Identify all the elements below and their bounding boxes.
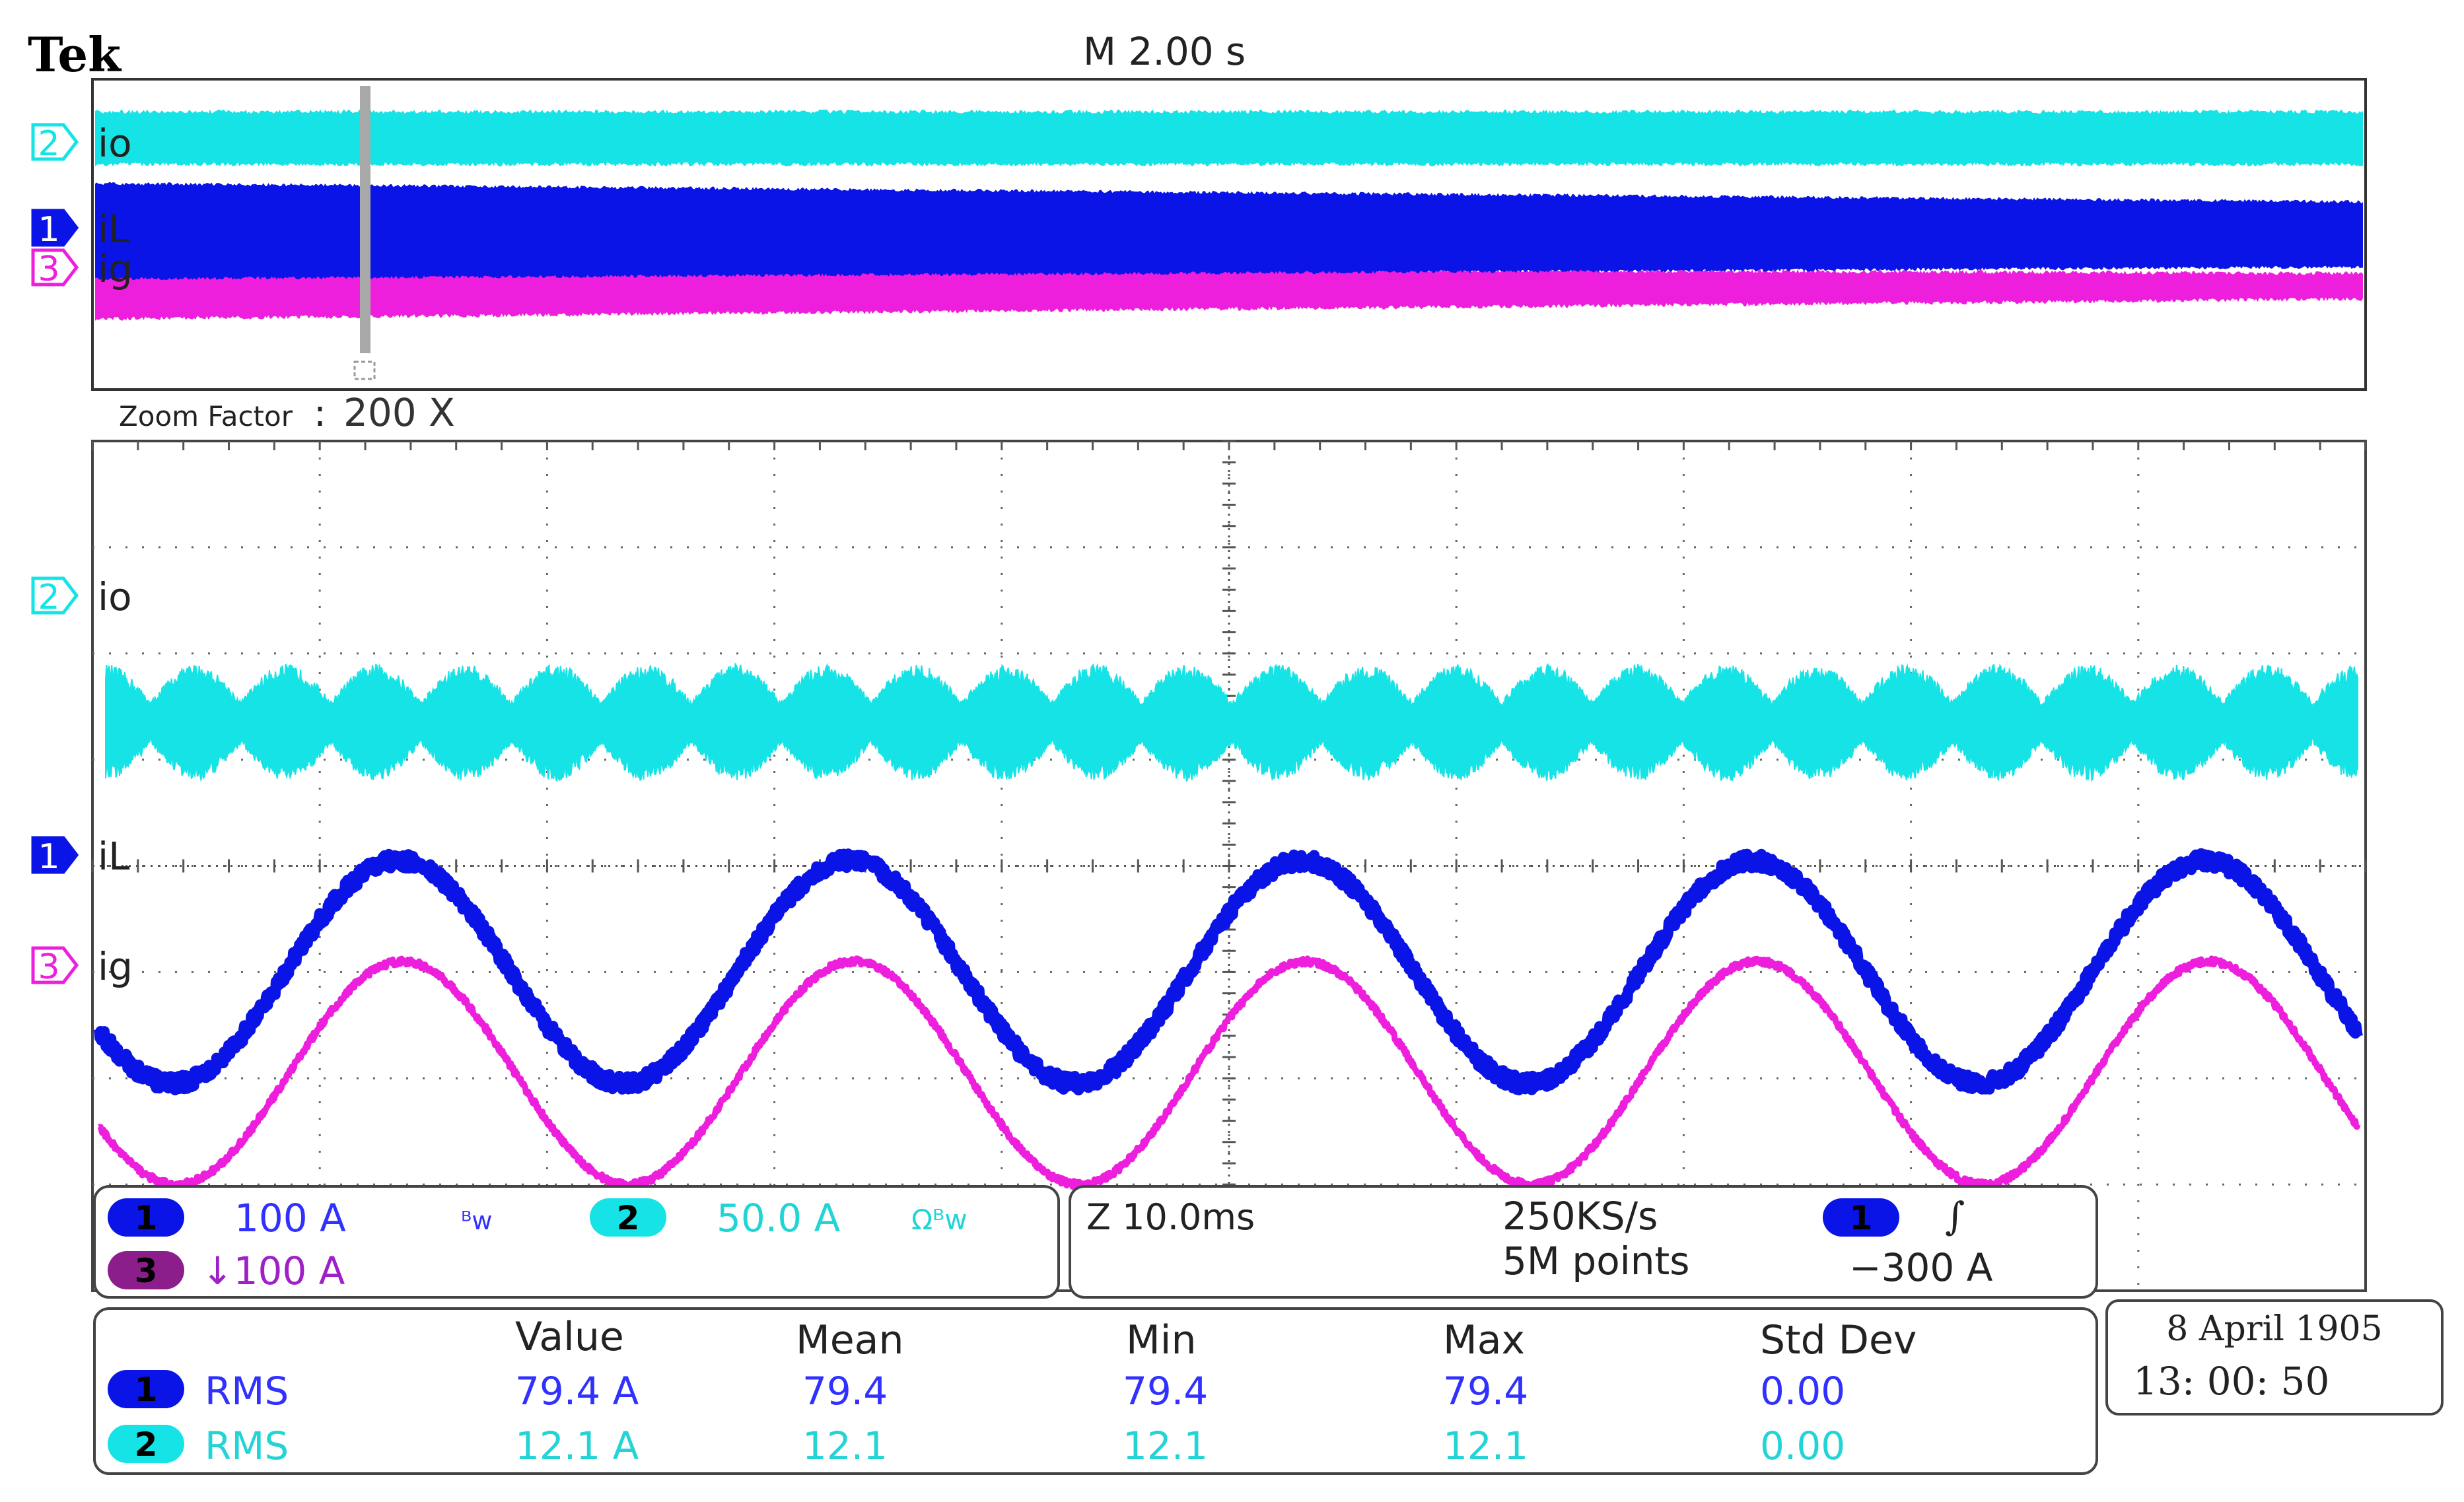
- overview-trace-iL: [95, 182, 2363, 281]
- overview-trace-ig: [95, 263, 2363, 321]
- meas-header-value: Value: [515, 1314, 624, 1360]
- ch1-bandwidth: ᴮw: [461, 1206, 493, 1235]
- overview-trace-io: [95, 110, 2363, 166]
- zoom-marker-io-arrow: [31, 576, 79, 615]
- meas-row1-max: 79.4: [1443, 1369, 1528, 1414]
- measurement-table: Value Mean Min Max Std Dev 1 RMS 79.4 A …: [108, 1314, 1917, 1468]
- zoom-marker-iL[interactable]: 1 iL: [31, 834, 129, 879]
- meas-header-max: Max: [1443, 1317, 1525, 1363]
- meas-row1-mean: 79.4: [802, 1369, 888, 1414]
- overview-marker-io-num: 2: [38, 124, 59, 164]
- date-label: 8 April 1905: [2166, 1309, 2382, 1349]
- zoom-marker-iL-num: 1: [38, 837, 59, 877]
- meas-row2-mean: 12.1: [802, 1423, 888, 1468]
- zoom-traces: [94, 662, 2363, 1191]
- trigger-slope-icon: ∫: [1945, 1194, 1965, 1239]
- meas-row2-badge-num: 2: [135, 1425, 158, 1464]
- ch1-badge-num: 1: [135, 1199, 158, 1237]
- measurement-panel: [93, 1307, 2098, 1475]
- ch2-badge[interactable]: [590, 1198, 666, 1237]
- overview-channel-markers: 2 io 1 iL 3 ig: [31, 121, 133, 291]
- overview-marker-io-arrow: [31, 123, 79, 161]
- meas-row1-min: 79.4: [1123, 1369, 1208, 1414]
- channel-settings-panel: [93, 1185, 1060, 1299]
- meas-header-min: Min: [1126, 1317, 1196, 1363]
- meas-header-std: Std Dev: [1760, 1317, 1917, 1363]
- ch3-scale: ↓100 A: [201, 1248, 345, 1293]
- overview-marker-ig[interactable]: 3 ig: [31, 246, 133, 291]
- meas-row1-type: RMS: [205, 1369, 289, 1414]
- zoom-time-per-div: Z 10.0ms: [1086, 1196, 1255, 1238]
- zoom-factor-separator: :: [314, 392, 326, 435]
- meas-row1-value: 79.4 A: [515, 1369, 639, 1414]
- meas-header-mean: Mean: [796, 1317, 903, 1363]
- timebase-label: M 2.00 s: [1083, 29, 1246, 74]
- zoom-channel-markers: 2 io 1 iL 3 ig: [31, 574, 133, 989]
- zoom-marker-ig-num: 3: [38, 947, 59, 987]
- time-label: 13: 00: 50: [2133, 1359, 2329, 1404]
- meas-row1-std: 0.00: [1760, 1369, 1845, 1414]
- meas-row2-std: 0.00: [1760, 1423, 1845, 1468]
- overview-marker-io[interactable]: 2 io: [31, 121, 132, 166]
- trace-io: [105, 662, 2358, 783]
- trace-ig: [96, 955, 2361, 1191]
- ch3-badge-num: 3: [135, 1252, 158, 1290]
- zoom-region-indicator: [360, 86, 370, 353]
- overview-marker-iL[interactable]: 1 iL: [31, 207, 129, 252]
- ch2-bandwidth: Ωᴮw: [911, 1204, 968, 1236]
- trigger-level: −300 A: [1849, 1245, 1993, 1290]
- meas-row2-max: 12.1: [1443, 1423, 1528, 1468]
- ch3-badge[interactable]: [108, 1251, 184, 1289]
- overview-marker-iL-num: 1: [38, 210, 59, 250]
- overview-marker-ig-num: 3: [38, 250, 59, 289]
- ch1-scale: 100 A: [234, 1196, 346, 1241]
- zoom-marker-ig[interactable]: 3 ig: [31, 944, 133, 989]
- zoom-marker-iL-arrow: [31, 836, 79, 874]
- brand-logo: Tek: [28, 26, 122, 83]
- ch1-badge[interactable]: [108, 1198, 184, 1237]
- overview-marker-iL-arrow: [31, 209, 79, 247]
- zoom-marker-io[interactable]: 2 io: [31, 574, 132, 619]
- zoom-marker-iL-label: iL: [98, 834, 129, 879]
- zoom-marker-io-label: io: [98, 574, 132, 619]
- sample-rate: 250KS/s: [1502, 1194, 1658, 1239]
- zoom-marker-ig-label: ig: [98, 944, 133, 989]
- meas-row1-badge-num: 1: [135, 1371, 158, 1409]
- trace-iL: [94, 848, 2363, 1096]
- ch2-scale: 50.0 A: [717, 1196, 841, 1241]
- overview-marker-io-label: io: [98, 121, 132, 166]
- meas-row2-value: 12.1 A: [515, 1423, 639, 1468]
- zoom-marker-io-num: 2: [38, 578, 59, 617]
- overview-traces: [95, 110, 2363, 321]
- overview-marker-ig-arrow: [31, 248, 79, 287]
- meas-row2-min: 12.1: [1123, 1423, 1208, 1468]
- overview-marker-ig-label: ig: [98, 246, 133, 291]
- trigger-source-num: 1: [1850, 1199, 1873, 1237]
- trigger-source-badge[interactable]: [1823, 1198, 1899, 1237]
- meas-row2-badge: [108, 1425, 184, 1463]
- zoom-region-handle: [353, 360, 376, 380]
- zoom-marker-ig-arrow: [31, 946, 79, 984]
- datetime-panel: [2105, 1299, 2444, 1416]
- meas-row1-badge: [108, 1370, 184, 1408]
- zoom-factor-value: 200 X: [343, 390, 455, 435]
- zoom-factor-label: Zoom Factor: [119, 400, 293, 432]
- meas-row2-type: RMS: [205, 1423, 289, 1468]
- overview-marker-iL-label: iL: [98, 207, 129, 252]
- ch2-badge-num: 2: [617, 1199, 640, 1237]
- record-length: 5M points: [1502, 1239, 1690, 1283]
